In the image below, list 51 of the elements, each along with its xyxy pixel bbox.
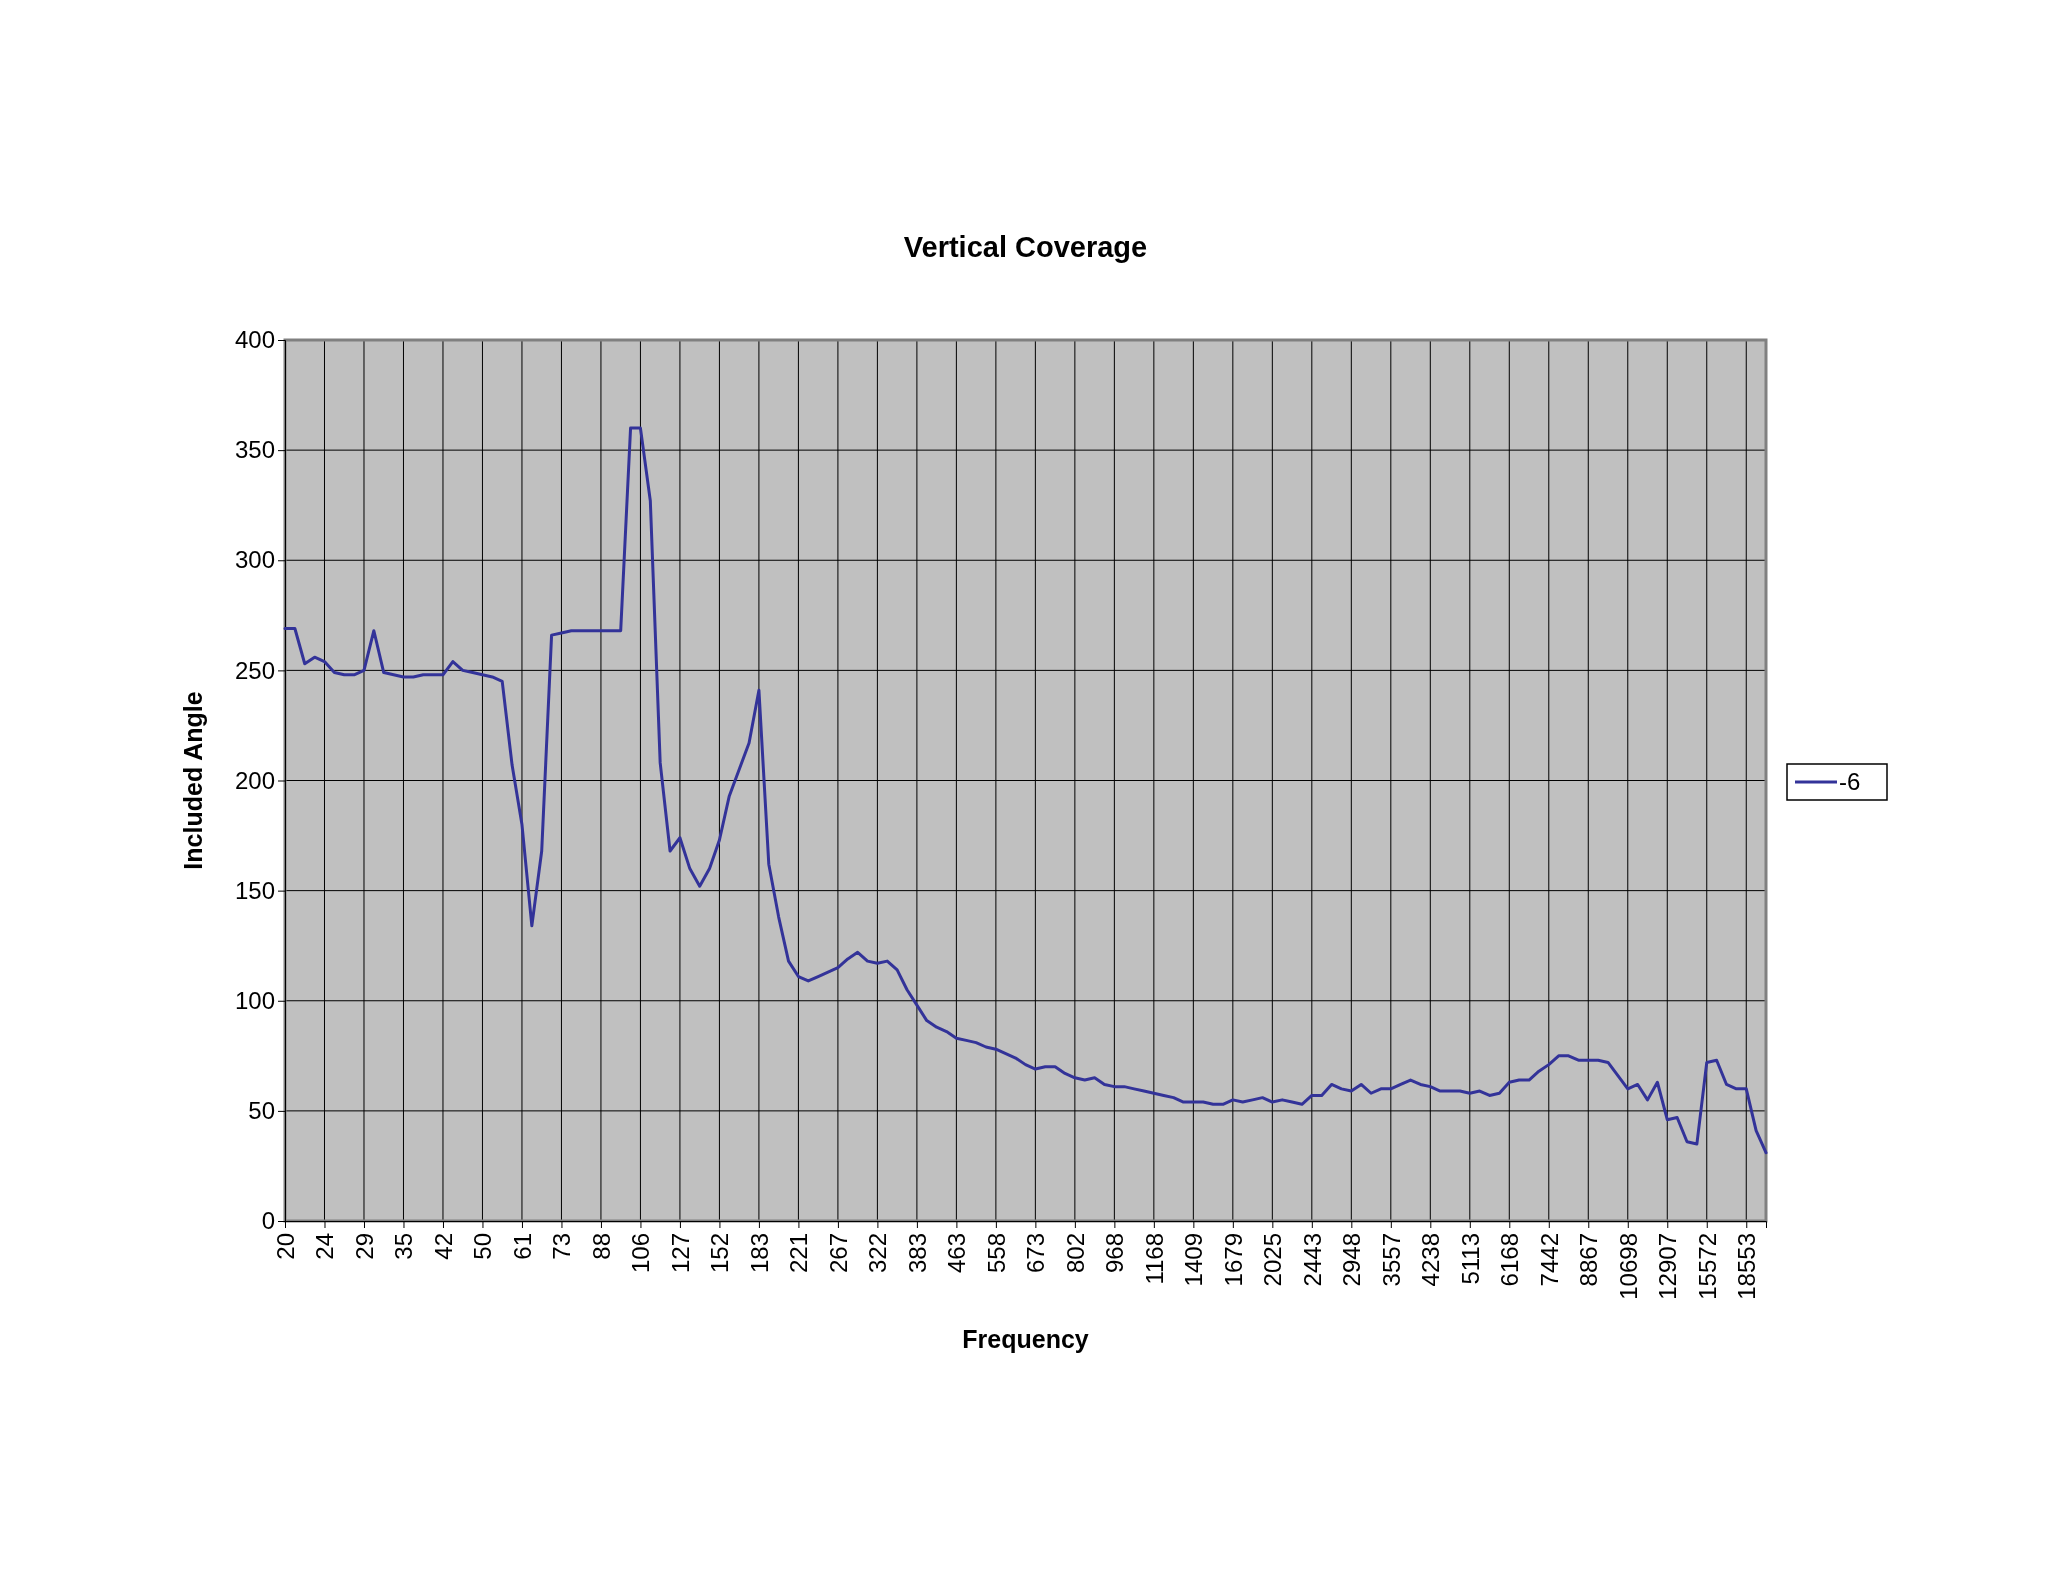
x-tick-label: 15572 bbox=[1693, 1233, 1721, 1300]
legend-label: -6 bbox=[1839, 768, 1861, 796]
x-tick-label: 2948 bbox=[1338, 1233, 1366, 1287]
x-tick-label: 1168 bbox=[1140, 1233, 1168, 1285]
x-tick-label: 4238 bbox=[1417, 1233, 1445, 1287]
x-tick-label: 673 bbox=[1022, 1233, 1050, 1274]
x-tick-label: 221 bbox=[785, 1233, 813, 1274]
x-tick-label: 2025 bbox=[1259, 1233, 1287, 1287]
y-tick-label: 0 bbox=[261, 1207, 275, 1235]
y-tick-label: 200 bbox=[234, 766, 275, 794]
x-tick-label: 50 bbox=[469, 1233, 497, 1260]
x-tick-label: 1409 bbox=[1180, 1233, 1208, 1287]
x-tick-label: 322 bbox=[864, 1233, 892, 1274]
x-tick-label: 1679 bbox=[1219, 1233, 1247, 1287]
x-tick-label: 73 bbox=[548, 1233, 576, 1260]
x-tick-label: 61 bbox=[508, 1233, 536, 1260]
x-tick-label: 42 bbox=[429, 1233, 457, 1260]
x-tick-label: 267 bbox=[824, 1233, 852, 1274]
x-tick-label: 29 bbox=[350, 1233, 378, 1260]
x-tick-label: 7442 bbox=[1535, 1233, 1563, 1287]
y-tick-label: 300 bbox=[234, 546, 275, 574]
x-tick-label: 18553 bbox=[1733, 1233, 1761, 1300]
x-tick-label: 127 bbox=[666, 1233, 694, 1274]
x-tick-label: 183 bbox=[745, 1233, 773, 1274]
y-tick-label: 350 bbox=[234, 436, 275, 464]
x-tick-label: 2443 bbox=[1298, 1233, 1326, 1287]
x-tick-label: 558 bbox=[982, 1233, 1010, 1274]
y-tick-label: 100 bbox=[234, 986, 275, 1014]
x-axis-title: Frequency bbox=[962, 1325, 1089, 1353]
y-tick-label: 150 bbox=[234, 876, 275, 904]
x-tick-label: 968 bbox=[1101, 1233, 1129, 1274]
x-tick-label: 88 bbox=[587, 1233, 615, 1260]
x-tick-label: 20 bbox=[271, 1233, 299, 1260]
x-tick-label: 24 bbox=[311, 1233, 339, 1260]
x-tick-label: 3557 bbox=[1377, 1233, 1405, 1287]
x-tick-label: 463 bbox=[943, 1233, 971, 1274]
y-tick-label: 400 bbox=[234, 326, 275, 354]
x-tick-label: 12907 bbox=[1654, 1233, 1682, 1300]
y-tick-label: 50 bbox=[248, 1097, 275, 1125]
x-tick-label: 6168 bbox=[1496, 1233, 1524, 1287]
x-tick-label: 106 bbox=[627, 1233, 655, 1274]
y-tick-label: 250 bbox=[234, 656, 275, 684]
x-tick-label: 802 bbox=[1061, 1233, 1089, 1274]
x-tick-label: 383 bbox=[903, 1233, 931, 1274]
x-tick-label: 35 bbox=[390, 1233, 418, 1260]
x-tick-label: 8867 bbox=[1575, 1233, 1603, 1287]
chart-title: Vertical Coverage bbox=[903, 231, 1148, 263]
y-axis-title: Included Angle bbox=[179, 691, 207, 870]
x-tick-label: 152 bbox=[706, 1233, 734, 1274]
x-tick-label: 5113 bbox=[1456, 1233, 1484, 1285]
x-tick-label: 10698 bbox=[1614, 1233, 1642, 1300]
